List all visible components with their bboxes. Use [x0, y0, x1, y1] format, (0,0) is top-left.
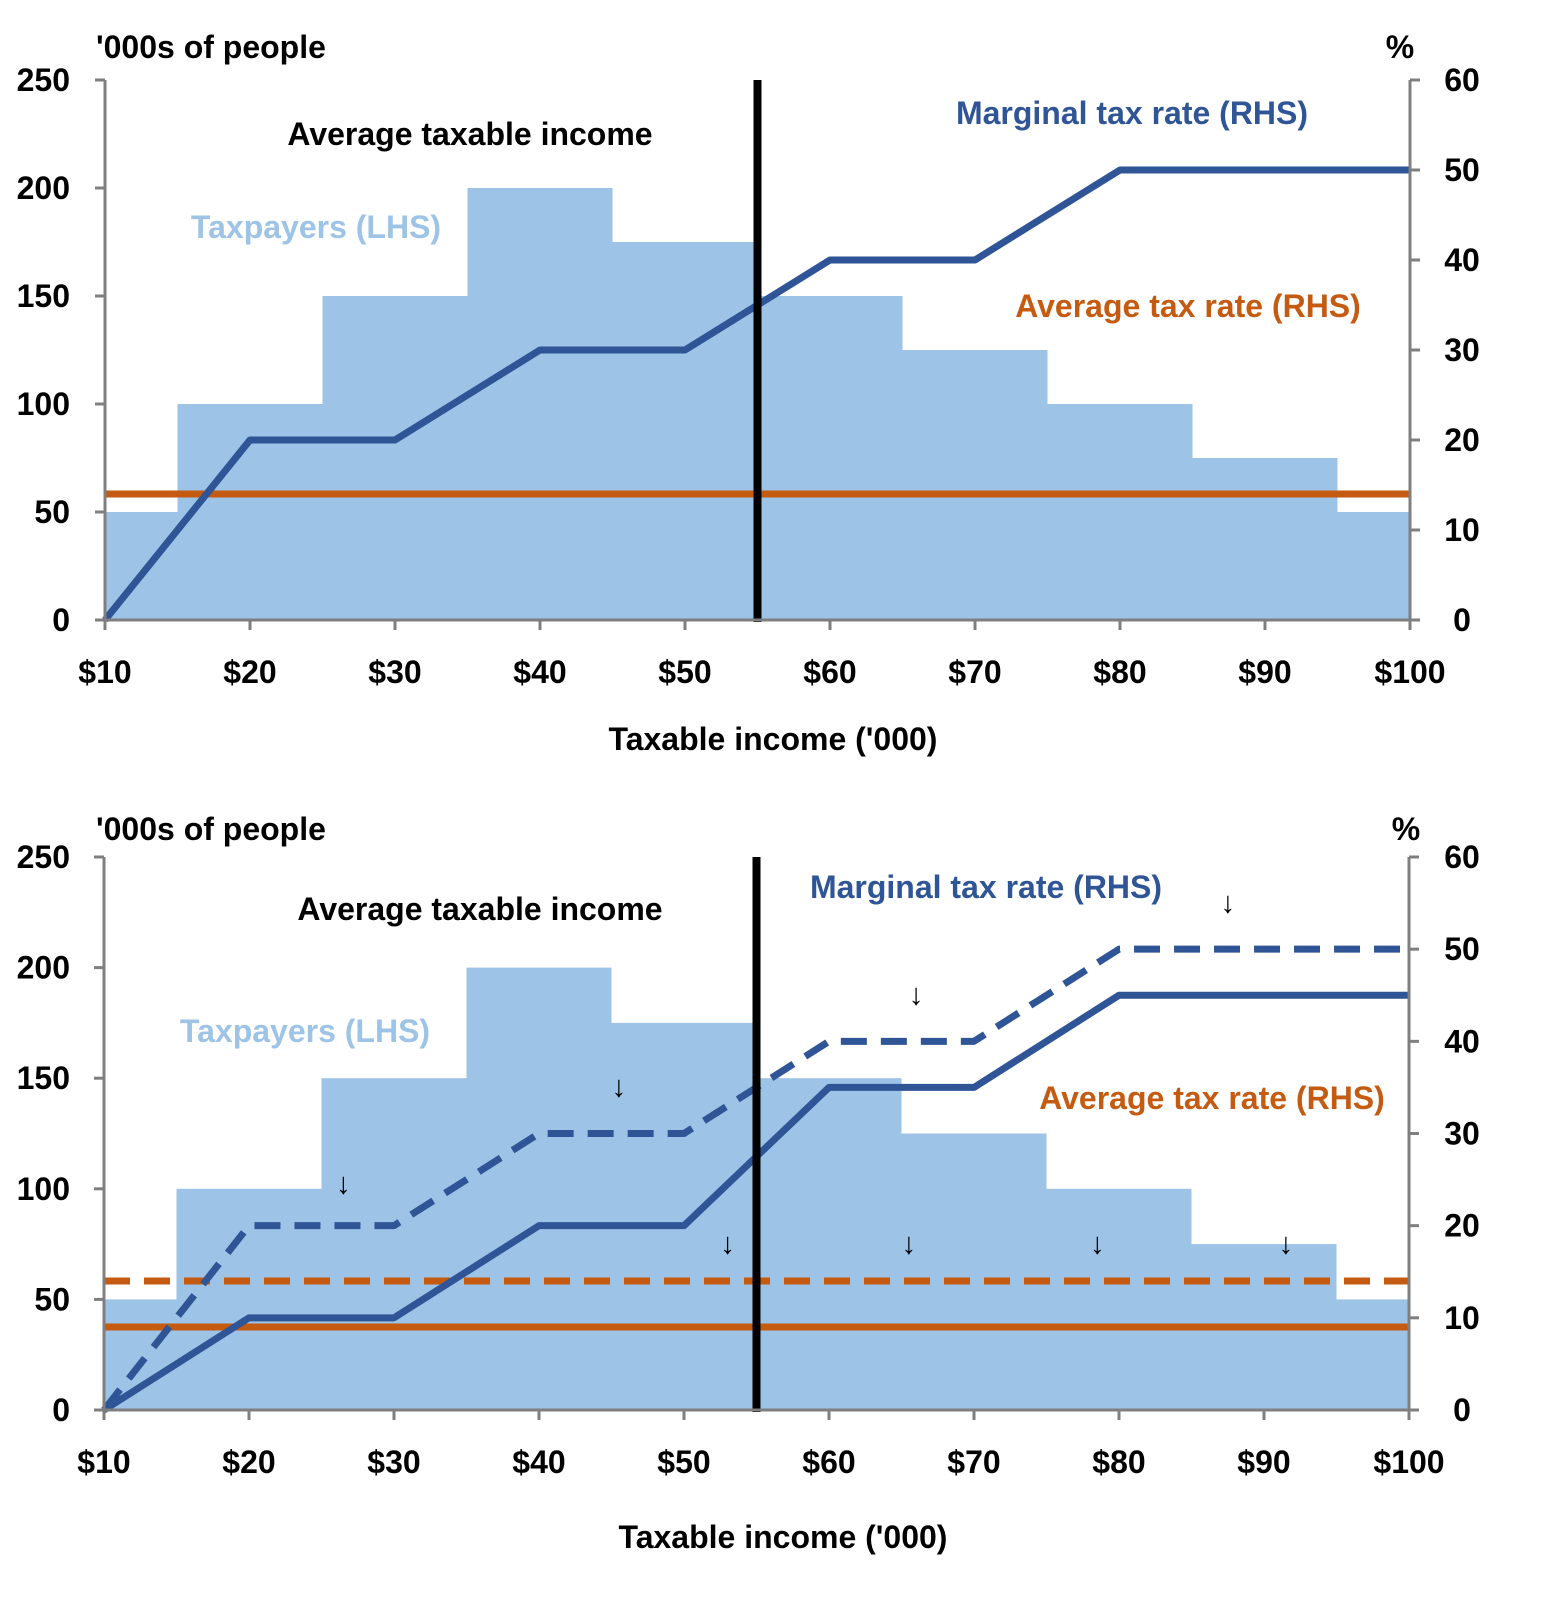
average-income-label: Average taxable income [297, 891, 662, 927]
down-arrow-icon: ↓ [720, 1227, 735, 1260]
left-axis-unit: '000s of people [96, 29, 326, 65]
down-arrow-icon: ↓ [909, 978, 924, 1011]
taxpayers-bar [1046, 1188, 1192, 1410]
marginal-tax-rate-line [102, 991, 1409, 1413]
taxpayers-bar [176, 1188, 322, 1410]
x-tick-label: $80 [1092, 1444, 1145, 1480]
down-arrow-icon: ↓ [1220, 886, 1235, 919]
down-arrow-icon: ↓ [1278, 1227, 1293, 1260]
marginal-tax-rate-lines [101, 945, 1409, 1413]
right-tick-label: 40 [1444, 1023, 1480, 1059]
x-axis-title: Taxable income ('000) [619, 1519, 948, 1555]
taxpayers-bar [1047, 404, 1193, 620]
right-tick-label: 20 [1444, 422, 1480, 458]
taxpayers-bar [1192, 458, 1338, 620]
right-tick-label: 30 [1444, 332, 1480, 368]
axes [94, 855, 1419, 1420]
marginal-tax-rate-line [102, 166, 1410, 623]
taxpayers-bar [467, 188, 613, 620]
x-tick-label: $50 [658, 654, 711, 690]
marginal-tax-rate-label: Marginal tax rate (RHS) [810, 869, 1162, 905]
marginal-tax-rate-label: Marginal tax rate (RHS) [956, 95, 1308, 131]
taxpayers-bar [321, 1078, 467, 1410]
left-tick-label: 150 [17, 278, 70, 314]
taxpayers-bar [1336, 1299, 1409, 1410]
left-tick-label: 200 [17, 950, 70, 986]
x-tick-label: $40 [513, 654, 566, 690]
x-tick-label: $50 [657, 1444, 710, 1480]
taxpayers-bar [612, 242, 758, 620]
x-tick-label: $80 [1093, 654, 1146, 690]
marginal-tax-rate-lines [102, 166, 1410, 623]
taxpayers-bar [901, 1133, 1047, 1410]
left-tick-label: 250 [17, 62, 70, 98]
right-tick-label: 20 [1444, 1208, 1480, 1244]
average-tax-rate-label: Average tax rate (RHS) [1039, 1080, 1385, 1116]
taxpayers-bar [757, 296, 903, 620]
right-tick-label: 10 [1444, 1300, 1480, 1336]
x-tick-label: $30 [368, 654, 421, 690]
taxpayers-bars [104, 967, 1409, 1410]
x-tick-label: $90 [1238, 654, 1291, 690]
x-tick-label: $60 [802, 1444, 855, 1480]
tick-labels: 0 50 100 150 200 250 0 10 20 30 40 50 60 $10 $20 $30 $40… [17, 839, 1480, 1480]
x-axis-title: Taxable income ('000) [609, 721, 938, 757]
x-tick-label: $30 [367, 1444, 420, 1480]
x-tick-label: $100 [1374, 654, 1445, 690]
x-tick-label: $10 [78, 654, 131, 690]
right-tick-label: 40 [1444, 242, 1480, 278]
right-axis-unit: % [1386, 29, 1414, 65]
x-tick-label: $70 [947, 1444, 1000, 1480]
right-tick-label: 30 [1444, 1116, 1480, 1152]
x-tick-label: $20 [223, 654, 276, 690]
right-tick-label: 60 [1444, 62, 1480, 98]
taxpayers-bar [1337, 512, 1410, 620]
right-tick-label: 10 [1444, 512, 1480, 548]
tick-labels: 0 50 100 150 200 250 0 10 20 30 40 50 60 $10 $20 $30 $40… [17, 62, 1480, 690]
right-axis-unit: % [1392, 811, 1420, 847]
left-tick-label: 250 [17, 839, 70, 875]
x-tick-label: $20 [222, 1444, 275, 1480]
right-tick-label: 0 [1453, 1392, 1471, 1428]
down-arrow-icon: ↓ [1090, 1227, 1105, 1260]
right-tick-label: 60 [1444, 839, 1480, 875]
arrows: ↓ ↓ ↓ ↓ ↓ ↓ ↓ ↓ [336, 886, 1294, 1260]
taxpayers-bar [611, 1022, 757, 1410]
x-tick-label: $90 [1237, 1444, 1290, 1480]
left-tick-label: 0 [52, 1392, 70, 1428]
left-tick-label: 0 [52, 602, 70, 638]
left-tick-label: 50 [34, 494, 70, 530]
taxpayers-bar [902, 350, 1048, 620]
left-tick-label: 100 [17, 386, 70, 422]
x-tick-label: $10 [77, 1444, 130, 1480]
taxpayers-label: Taxpayers (LHS) [191, 209, 441, 245]
axes [95, 78, 1420, 630]
right-tick-label: 50 [1444, 931, 1480, 967]
x-tick-label: $40 [512, 1444, 565, 1480]
taxpayers-bar [756, 1078, 902, 1410]
chart-top: 0 50 100 150 200 250 0 10 20 30 40 50 60 $10 $20 $30 $40… [17, 29, 1480, 757]
down-arrow-icon: ↓ [336, 1167, 351, 1200]
taxpayers-bar [466, 967, 612, 1410]
right-tick-label: 50 [1444, 152, 1480, 188]
x-tick-label: $60 [803, 654, 856, 690]
left-tick-label: 100 [17, 1171, 70, 1207]
x-tick-label: $100 [1373, 1444, 1444, 1480]
left-tick-label: 200 [17, 170, 70, 206]
left-tick-label: 50 [34, 1281, 70, 1317]
left-axis-unit: '000s of people [96, 811, 326, 847]
down-arrow-icon: ↓ [901, 1227, 916, 1260]
taxpayers-label: Taxpayers (LHS) [180, 1013, 430, 1049]
down-arrow-icon: ↓ [611, 1071, 626, 1104]
average-tax-rate-label: Average tax rate (RHS) [1015, 288, 1361, 324]
right-tick-label: 0 [1453, 602, 1471, 638]
taxpayers-bar [322, 296, 468, 620]
taxpayers-bar [177, 404, 323, 620]
chart-bottom: 0 50 100 150 200 250 0 10 20 30 40 50 60 $10 $20 $30 $40… [17, 811, 1480, 1555]
average-income-label: Average taxable income [287, 116, 652, 152]
left-tick-label: 150 [17, 1060, 70, 1096]
marginal-tax-rate-before-line [101, 945, 1409, 1413]
x-tick-label: $70 [948, 654, 1001, 690]
